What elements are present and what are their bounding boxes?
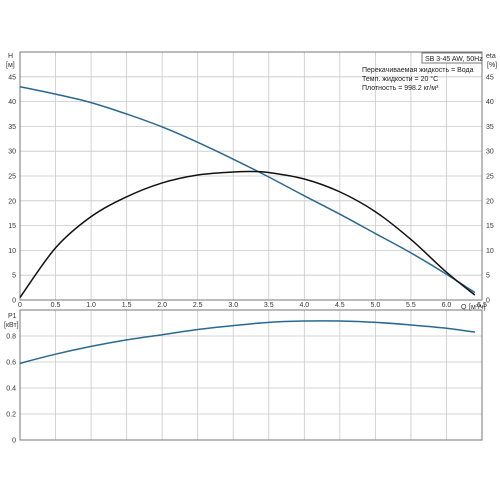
- info-liquid: Перекачиваемая жидкость = Вода: [362, 67, 474, 74]
- bottom-panel-frame: [19, 309, 483, 441]
- eta-tick-label: 25: [486, 174, 494, 181]
- head-tick-label: 5: [12, 273, 16, 280]
- head-tick-label: 20: [8, 198, 16, 205]
- eta-axis-unit: [%]: [487, 62, 497, 69]
- power-curve: [19, 320, 475, 365]
- eta-tick-labels: 0 5 10 15 20 25 30 35 40 45: [486, 74, 494, 304]
- head-tick-label: 45: [8, 74, 16, 81]
- pump-model-box: [421, 52, 483, 64]
- flow-tick-label: 4.0: [299, 302, 309, 309]
- power-axis-unit: [кВт]: [4, 322, 19, 329]
- flow-tick-label: 3.5: [264, 302, 274, 309]
- top-panel-frame: [19, 51, 483, 301]
- head-tick-label: 25: [8, 174, 16, 181]
- flow-tick-label: 1.0: [86, 302, 96, 309]
- eta-tick-label: 35: [486, 124, 494, 131]
- flow-tick-label: 2.5: [193, 302, 203, 309]
- eta-tick-label: 10: [486, 248, 494, 255]
- flow-tick-labels: 0 0.5 1.0 1.5 2.0 2.5 3.0 3.5 4.0 4.5 5.0 5.5 6.0 6.5: [18, 302, 487, 309]
- flow-tick-label: 3.0: [228, 302, 238, 309]
- power-axis-label: P1: [8, 313, 17, 320]
- head-axis-label: H: [8, 53, 13, 60]
- head-tick-label: 15: [8, 223, 16, 230]
- flow-axis-unit: [м³/ч]: [469, 304, 486, 311]
- power-tick-label: 0.2: [6, 412, 16, 419]
- pump-model-label: SB 3-45 AW, 50Hz: [425, 56, 483, 63]
- power-tick-label: 0: [12, 438, 16, 445]
- head-tick-label: 0: [12, 298, 16, 305]
- eta-tick-label: 30: [486, 149, 494, 156]
- head-tick-label: 35: [8, 124, 16, 131]
- flow-tick-label: 2.0: [157, 302, 167, 309]
- head-tick-label: 40: [8, 99, 16, 106]
- eta-tick-label: 5: [486, 273, 490, 280]
- eta-tick-label: 45: [486, 74, 494, 81]
- flow-tick-label: 6.5: [477, 302, 487, 309]
- info-density: Плотность = 998.2 кг/м³: [362, 85, 439, 92]
- flow-tick-label: 5.5: [406, 302, 416, 309]
- info-temperature: Темп. жидкости = 20 °C: [362, 75, 438, 83]
- flow-axis-label: Q: [461, 304, 467, 311]
- eta-tick-label: 20: [486, 198, 494, 205]
- eta-axis-label: eta: [486, 53, 496, 60]
- power-tick-label: 0.4: [6, 386, 16, 393]
- head-curve: [19, 85, 476, 294]
- flow-tick-label: 6.0: [442, 302, 452, 309]
- flow-tick-label: 0.5: [51, 302, 61, 309]
- eta-tick-label: 40: [486, 99, 494, 106]
- head-axis-unit: [м]: [6, 62, 15, 69]
- flow-tick-label: 0: [18, 302, 22, 309]
- eta-tick-label: 15: [486, 223, 494, 230]
- power-tick-label: 0.6: [6, 360, 16, 367]
- flow-tick-label: 1.5: [122, 302, 132, 309]
- efficiency-curve: [19, 170, 476, 298]
- head-tick-labels: 0 5 10 15 20 25 30 35 40 45: [8, 74, 16, 304]
- flow-tick-label: 5.0: [371, 302, 381, 309]
- eta-tick-label: 0: [486, 298, 490, 305]
- power-tick-label: 0.8: [6, 334, 16, 341]
- head-tick-label: 10: [8, 248, 16, 255]
- head-tick-label: 30: [8, 149, 16, 156]
- top-panel-grid: [20, 52, 483, 301]
- power-tick-labels: 0 0.2 0.4 0.6 0.8: [6, 334, 16, 445]
- flow-tick-label: 4.5: [335, 302, 345, 309]
